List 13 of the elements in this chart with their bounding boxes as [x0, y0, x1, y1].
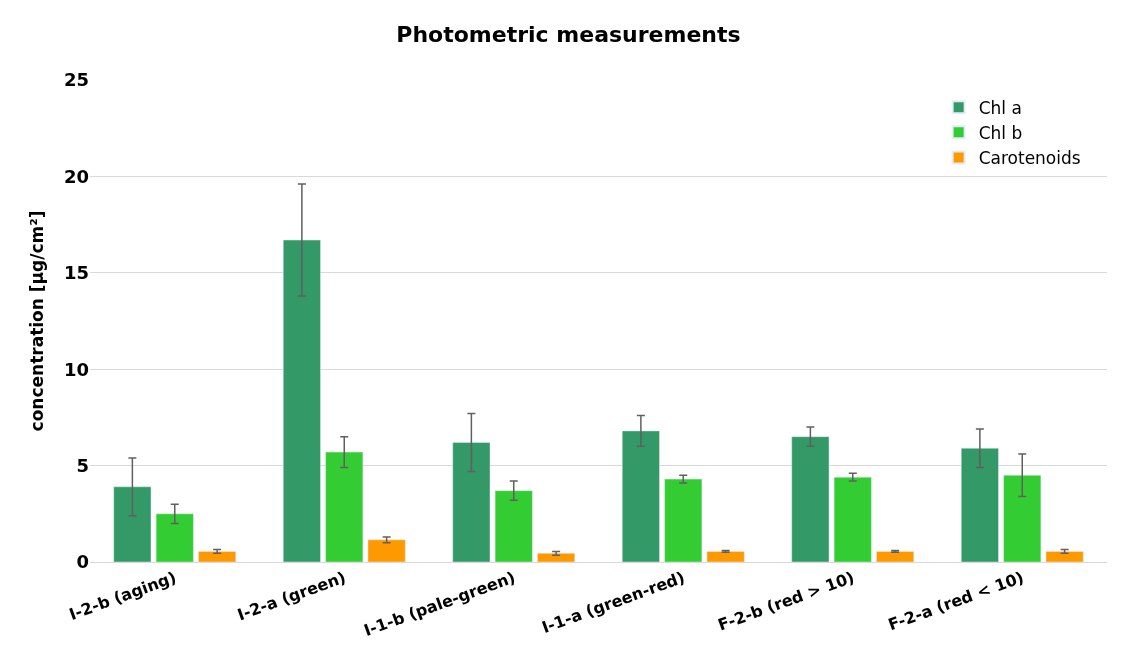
y-tick-label: 0 — [76, 551, 89, 573]
y-tick-label: 10 — [63, 358, 89, 380]
legend-label: Carotenoids — [978, 148, 1081, 169]
y-axis-title: concentration [µg/cm²] — [27, 210, 48, 432]
legend-label: Chl a — [978, 97, 1022, 118]
y-tick-label: 5 — [76, 454, 89, 476]
y-tick-label: 25 — [63, 69, 89, 91]
y-tick-label: 20 — [63, 165, 89, 187]
x-tick-label: F-2-b (red > 10) — [715, 567, 857, 635]
y-tick-label: 15 — [63, 262, 89, 284]
legend-label: Chl b — [978, 122, 1023, 143]
chart-title: Photometric measurements — [396, 22, 741, 48]
x-tick-label: F-2-a (red < 10) — [885, 567, 1027, 635]
